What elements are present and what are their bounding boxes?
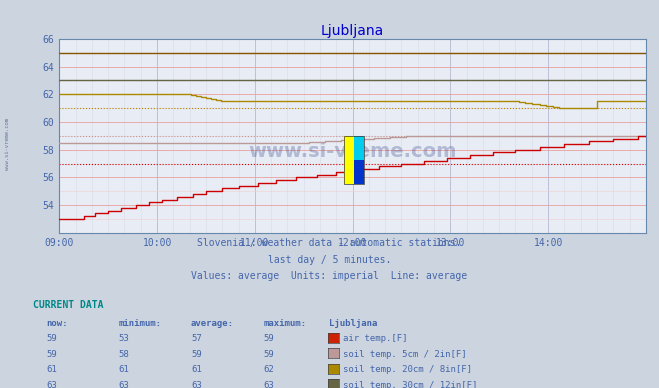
Text: maximum:: maximum: — [264, 319, 306, 328]
Text: 59: 59 — [46, 350, 57, 359]
Text: average:: average: — [191, 319, 234, 328]
Text: CURRENT DATA: CURRENT DATA — [33, 300, 103, 310]
Text: www.si-vreme.com: www.si-vreme.com — [248, 142, 457, 161]
Text: 63: 63 — [46, 381, 57, 388]
Text: Slovenia / weather data - automatic stations.: Slovenia / weather data - automatic stat… — [197, 238, 462, 248]
Text: 53: 53 — [119, 334, 129, 343]
Text: soil temp. 5cm / 2in[F]: soil temp. 5cm / 2in[F] — [343, 350, 467, 359]
Text: Values: average  Units: imperial  Line: average: Values: average Units: imperial Line: av… — [191, 271, 468, 281]
Text: 63: 63 — [264, 381, 274, 388]
Text: soil temp. 30cm / 12in[F]: soil temp. 30cm / 12in[F] — [343, 381, 477, 388]
Title: Ljubljana: Ljubljana — [321, 24, 384, 38]
FancyBboxPatch shape — [345, 136, 354, 184]
Text: 59: 59 — [264, 350, 274, 359]
Text: now:: now: — [46, 319, 68, 328]
Text: 59: 59 — [46, 334, 57, 343]
Text: 57: 57 — [191, 334, 202, 343]
Text: www.si-vreme.com: www.si-vreme.com — [5, 118, 11, 170]
FancyBboxPatch shape — [354, 160, 364, 184]
Text: 58: 58 — [119, 350, 129, 359]
Text: 61: 61 — [46, 365, 57, 374]
Text: 63: 63 — [119, 381, 129, 388]
Text: 61: 61 — [119, 365, 129, 374]
Text: 63: 63 — [191, 381, 202, 388]
Text: 59: 59 — [264, 334, 274, 343]
Text: 61: 61 — [191, 365, 202, 374]
Text: soil temp. 20cm / 8in[F]: soil temp. 20cm / 8in[F] — [343, 365, 472, 374]
Text: air temp.[F]: air temp.[F] — [343, 334, 407, 343]
FancyBboxPatch shape — [354, 136, 364, 160]
Text: 62: 62 — [264, 365, 274, 374]
Text: last day / 5 minutes.: last day / 5 minutes. — [268, 255, 391, 265]
Text: 59: 59 — [191, 350, 202, 359]
Text: minimum:: minimum: — [119, 319, 161, 328]
Text: Ljubljana: Ljubljana — [330, 319, 378, 328]
